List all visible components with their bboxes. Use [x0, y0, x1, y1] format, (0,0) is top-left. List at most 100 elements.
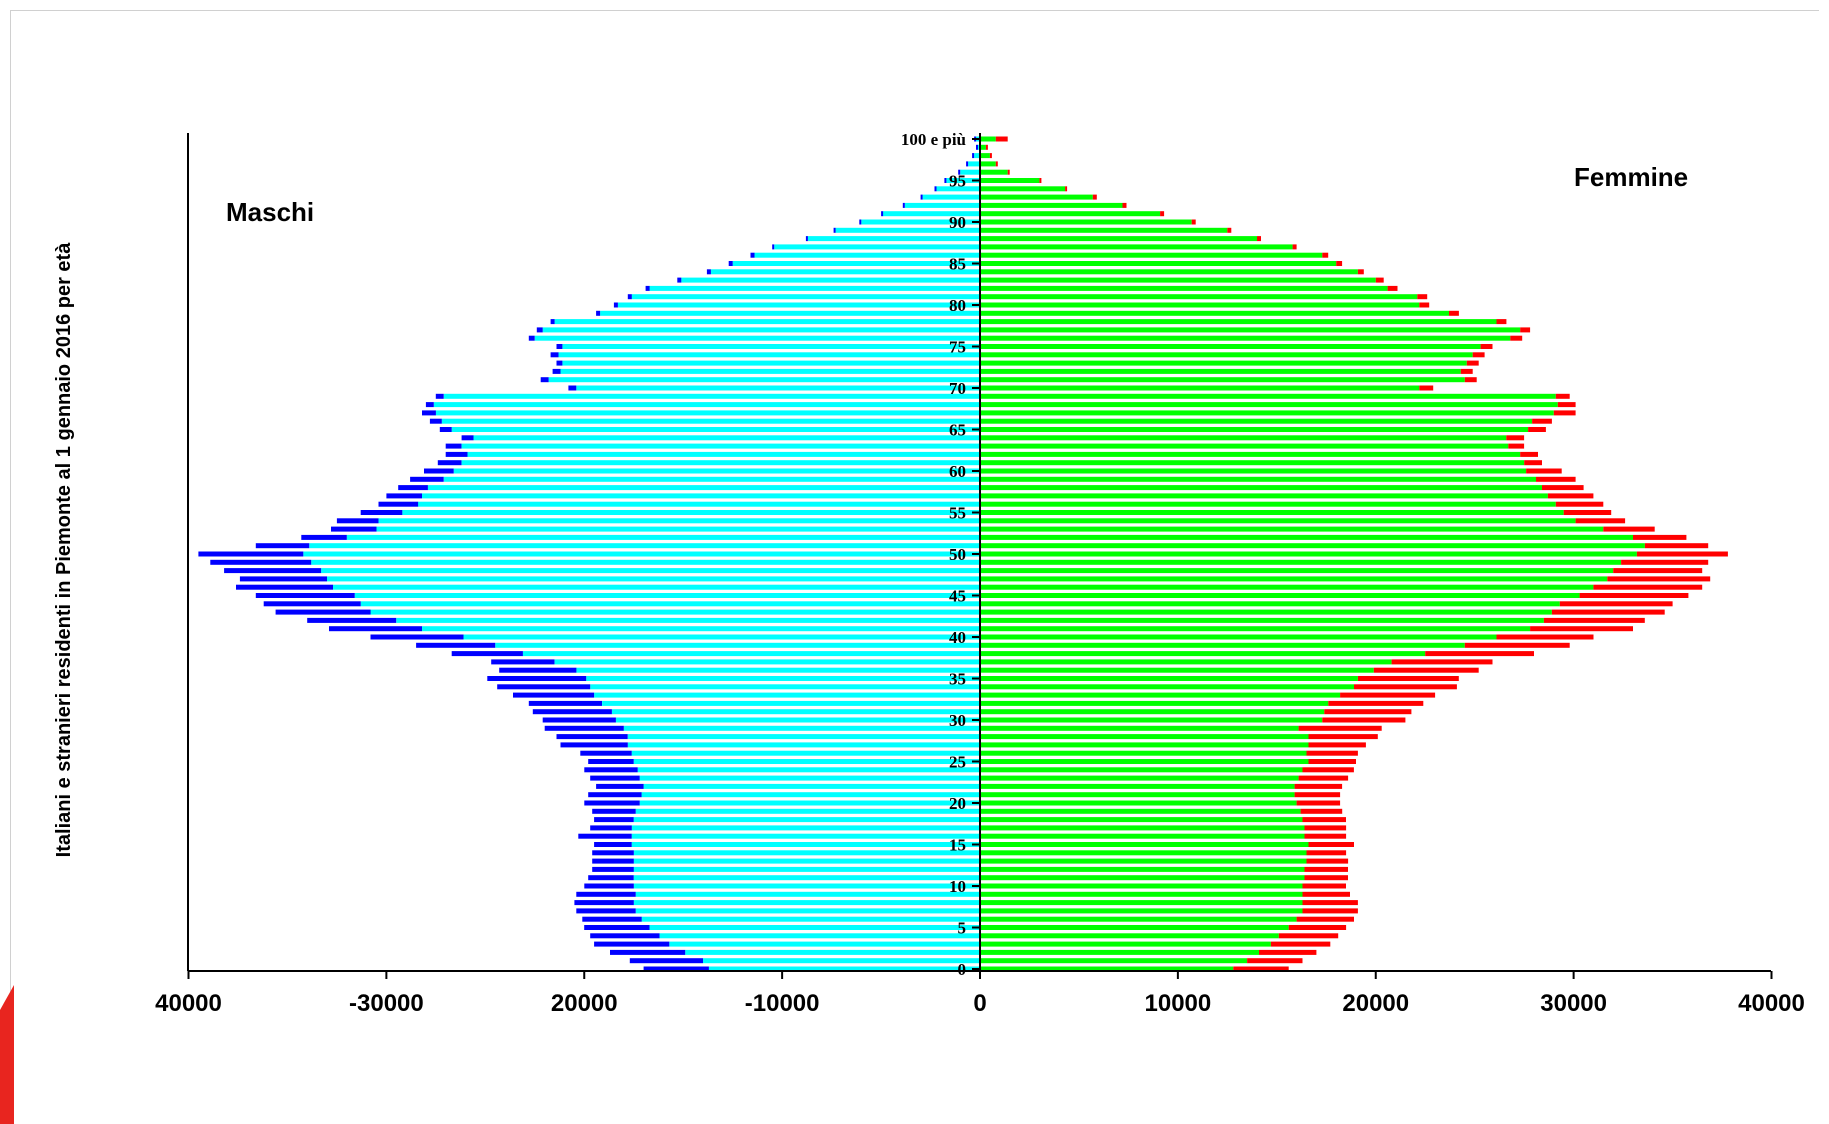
bar-male-italian: [627, 734, 980, 740]
bar-female-foreign: [1308, 842, 1354, 847]
bar-male-italian: [473, 435, 980, 441]
bar-male-foreign: [416, 642, 496, 648]
x-tick-label: 20000: [551, 990, 618, 1017]
bar-male-italian: [443, 393, 980, 399]
bar-male-italian: [441, 418, 980, 424]
bar-male-italian: [631, 825, 980, 831]
bar-male-italian: [615, 717, 980, 723]
bar-male-italian: [936, 186, 980, 192]
bar-male-foreign: [645, 285, 650, 291]
bar-female-italian: [980, 609, 1552, 615]
bar-female-italian: [980, 559, 1622, 565]
bar-female-italian: [980, 468, 1527, 474]
bar-male-italian: [327, 576, 980, 582]
y-ticks-group: 0 5 10 15 20 25 30 35 40 45 50 55 60 65 70 75 80 85 90 95 10…: [901, 130, 980, 979]
y-tick-label: 20: [949, 794, 966, 813]
bar-female-italian: [980, 626, 1531, 632]
bar-male-italian: [522, 651, 980, 657]
bar-male-italian: [659, 933, 980, 939]
bar-female-foreign: [1357, 676, 1459, 681]
bar-male-foreign: [833, 227, 836, 233]
bar-female-italian: [980, 476, 1536, 482]
bar-male-foreign: [594, 842, 632, 847]
y-tick-label: 85: [949, 255, 966, 274]
bar-female-foreign: [1464, 377, 1477, 383]
bar-female-foreign: [1292, 244, 1297, 250]
bar-female-italian: [980, 393, 1556, 399]
bar-male-italian: [360, 601, 980, 607]
bar-female-italian: [980, 891, 1303, 897]
bar-female-italian: [980, 526, 1604, 532]
bar-male-italian: [548, 377, 980, 383]
bar-female-italian: [980, 825, 1305, 831]
bar-female-foreign: [1191, 219, 1196, 225]
bar-male-italian: [461, 460, 981, 466]
bar-female-italian: [980, 759, 1309, 764]
y-tick-label: 10: [949, 877, 966, 896]
bar-female-foreign: [1528, 427, 1546, 432]
bars-group: [198, 136, 1728, 972]
bar-female-foreign: [1526, 468, 1562, 474]
bar-female-italian: [980, 900, 1303, 906]
bar-male-foreign: [584, 767, 638, 773]
bar-female-foreign: [1322, 252, 1329, 258]
bar-female-italian: [980, 858, 1307, 864]
x-tick-label: 40000: [1738, 990, 1805, 1017]
bar-male-foreign: [594, 941, 670, 947]
bar-female-italian: [980, 601, 1560, 607]
bar-male-foreign: [410, 476, 444, 482]
bar-male-foreign: [594, 817, 634, 823]
bar-male-foreign: [425, 402, 434, 408]
bar-male-foreign: [544, 725, 624, 731]
bar-female-foreign: [1559, 601, 1673, 607]
bar-male-italian: [639, 775, 980, 781]
bar-female-italian: [980, 767, 1303, 773]
bar-female-foreign: [1536, 476, 1576, 482]
bar-female-foreign: [1306, 858, 1349, 864]
bar-male-foreign: [588, 792, 642, 798]
bar-female-foreign: [1633, 534, 1687, 540]
bar-male-foreign: [592, 808, 636, 814]
bar-male-foreign: [445, 451, 468, 457]
bar-male-italian: [641, 792, 980, 798]
bar-female-foreign: [1340, 692, 1436, 698]
bar-male-foreign: [491, 659, 555, 665]
bar-male-italian: [960, 169, 980, 175]
bar-female-italian: [980, 277, 1376, 283]
bar-female-italian: [980, 617, 1544, 623]
bar-male-italian: [861, 219, 980, 225]
y-tick-label: 40: [949, 628, 966, 647]
bar-male-foreign: [576, 891, 636, 897]
bar-male-foreign: [576, 908, 636, 914]
bar-female-italian: [980, 327, 1521, 333]
bar-female-italian: [980, 833, 1305, 839]
bar-female-foreign: [1496, 634, 1594, 640]
bar-male-foreign: [451, 651, 523, 657]
bar-male-foreign: [772, 244, 775, 250]
bar-female-italian: [980, 202, 1123, 208]
bar-male-foreign: [236, 584, 333, 590]
bar-male-italian: [807, 236, 980, 242]
bar-male-italian: [904, 202, 980, 208]
bar-female-italian: [980, 310, 1449, 316]
y-tick-label: 45: [949, 587, 966, 606]
bar-female-italian: [980, 941, 1271, 947]
x-ticks-group: 40000 -30000 20000 -10000 0 10000 20000 30000 40…: [155, 971, 1805, 1017]
bar-male-italian: [534, 335, 980, 341]
bar-male-foreign: [439, 427, 452, 432]
bar-male-italian: [602, 700, 980, 706]
bar-male-foreign: [552, 368, 561, 374]
bar-male-italian: [562, 344, 980, 349]
bar-female-foreign: [1551, 609, 1665, 615]
bar-male-italian: [422, 493, 980, 499]
bar-female-foreign: [1464, 642, 1570, 648]
bar-female-italian: [980, 261, 1337, 266]
bar-female-foreign: [1007, 169, 1010, 175]
bar-female-italian: [980, 717, 1323, 723]
bar-female-foreign: [1302, 908, 1358, 914]
bar-female-foreign: [1065, 186, 1068, 192]
bar-female-foreign: [995, 136, 1008, 142]
bar-female-italian: [980, 518, 1576, 524]
bar-male-foreign: [429, 418, 442, 424]
